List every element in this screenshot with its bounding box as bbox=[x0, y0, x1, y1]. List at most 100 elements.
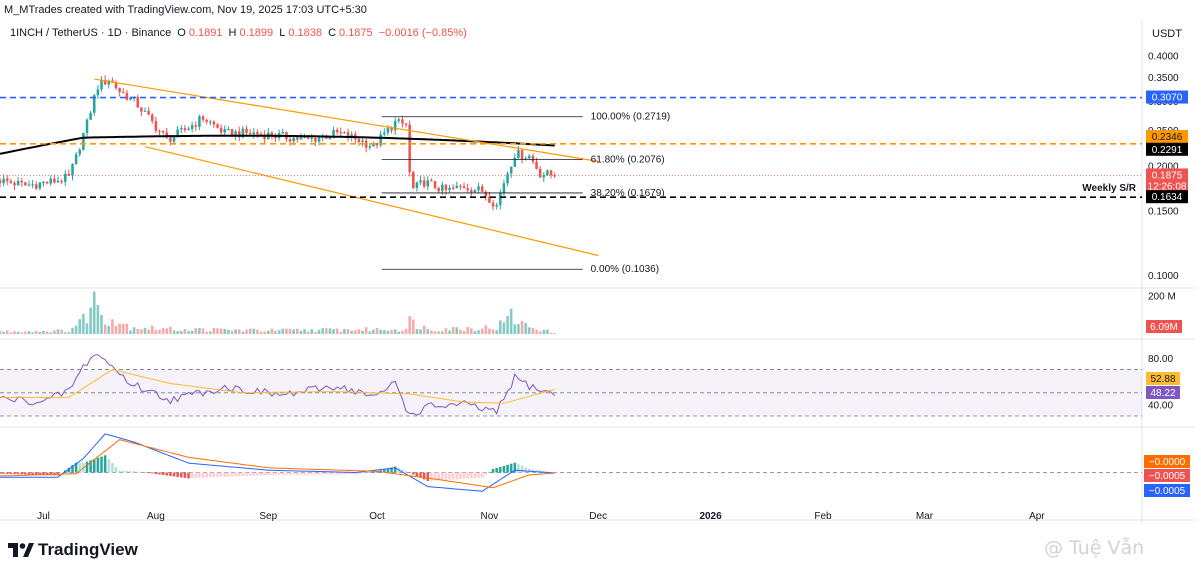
volume-bar bbox=[103, 324, 107, 334]
macd-histogram-bar bbox=[404, 471, 408, 473]
candle-body bbox=[531, 155, 535, 162]
volume-bar bbox=[379, 329, 382, 334]
candle-body bbox=[296, 137, 299, 140]
volume-bar bbox=[111, 319, 114, 334]
volume-bar bbox=[114, 325, 118, 334]
candle-body bbox=[252, 132, 256, 135]
volume-bar bbox=[408, 316, 411, 334]
macd-tag-text: −0.0005 bbox=[1149, 471, 1186, 482]
macd-histogram-bar bbox=[535, 469, 538, 473]
macd-histogram-bar bbox=[230, 472, 234, 477]
volume-bar bbox=[216, 328, 219, 334]
candle-body bbox=[136, 96, 140, 108]
volume-bar bbox=[390, 329, 393, 334]
candle-body bbox=[419, 180, 422, 183]
candle-body bbox=[223, 129, 227, 133]
macd-histogram-bar bbox=[386, 468, 390, 473]
volume-bar bbox=[267, 330, 270, 334]
volume-bar bbox=[274, 330, 277, 334]
candle-body bbox=[60, 180, 63, 182]
price-tag-text: 0.1875 bbox=[1152, 170, 1183, 181]
time-axis-tick: Jul bbox=[37, 511, 50, 522]
channel-lower-line[interactable] bbox=[144, 146, 599, 257]
macd-histogram-bar bbox=[499, 466, 502, 473]
candle-body bbox=[103, 79, 107, 85]
macd-histogram-bar bbox=[314, 472, 317, 475]
macd-histogram-bar bbox=[136, 471, 140, 473]
candle-body bbox=[506, 173, 509, 184]
macd-histogram-bar bbox=[372, 471, 375, 473]
symbol-name[interactable]: 1INCH / TetherUS · 1D · Binance bbox=[10, 27, 172, 39]
macd-histogram-bar bbox=[140, 472, 143, 473]
candle-body bbox=[368, 146, 372, 148]
currency-label[interactable]: USDT bbox=[1152, 28, 1182, 40]
macd-histogram-bar bbox=[161, 472, 165, 476]
volume-bar bbox=[24, 331, 27, 334]
candle-body bbox=[517, 150, 520, 158]
volume-bar bbox=[477, 330, 480, 334]
volume-bar bbox=[462, 330, 466, 334]
macd-histogram-bar bbox=[549, 471, 553, 473]
candle-body bbox=[426, 180, 430, 187]
candle-body bbox=[538, 168, 542, 178]
channel-upper-line[interactable] bbox=[94, 78, 599, 162]
candle-body bbox=[317, 137, 321, 142]
candle-body bbox=[437, 188, 440, 192]
macd-histogram-bar bbox=[542, 470, 546, 473]
candle-body bbox=[375, 143, 379, 146]
macd-histogram-bar bbox=[466, 472, 469, 479]
candle-body bbox=[274, 136, 277, 139]
volume-bar bbox=[538, 331, 542, 334]
candle-body bbox=[477, 186, 480, 191]
symbol-legend: 1INCH / TetherUS · 1D · Binance O 0.1891 … bbox=[10, 27, 467, 39]
candle-body bbox=[528, 155, 531, 159]
macd-histogram-bar bbox=[85, 461, 89, 473]
candle-body bbox=[455, 185, 459, 189]
volume-bar bbox=[223, 329, 227, 334]
candle-body bbox=[158, 130, 161, 132]
macd-histogram-bar bbox=[288, 472, 292, 475]
volume-bar bbox=[56, 329, 60, 334]
macd-tag bbox=[1144, 469, 1190, 482]
candle-body bbox=[372, 143, 375, 147]
candle-body bbox=[328, 136, 332, 139]
volume-bar bbox=[437, 331, 440, 334]
volume-bar bbox=[306, 331, 310, 334]
macd-histogram-bar bbox=[180, 472, 183, 478]
macd-histogram-bar bbox=[2, 472, 5, 474]
macd-histogram-bar bbox=[234, 472, 237, 477]
volume-bar bbox=[328, 328, 332, 334]
volume-bar bbox=[125, 323, 129, 334]
macd-histogram-bar bbox=[491, 469, 495, 473]
candle-body bbox=[5, 178, 9, 182]
volume-bar bbox=[314, 332, 317, 334]
macd-histogram-bar bbox=[328, 472, 332, 475]
volume-bar bbox=[549, 332, 553, 334]
candle-body bbox=[448, 187, 451, 191]
volume-bar bbox=[509, 308, 513, 334]
macd-histogram-bar bbox=[488, 471, 491, 473]
tradingview-logo[interactable]: TradingView bbox=[8, 540, 138, 560]
volume-bar bbox=[422, 325, 426, 334]
candle-body bbox=[379, 134, 382, 146]
volume-bar bbox=[107, 325, 111, 334]
candle-body bbox=[169, 137, 172, 142]
macd-histogram-bar bbox=[306, 472, 310, 475]
volume-bar bbox=[158, 329, 161, 334]
macd-histogram-bar bbox=[100, 456, 103, 473]
macd-histogram-bar bbox=[364, 472, 368, 474]
candle-body bbox=[335, 129, 339, 133]
macd-histogram-bar bbox=[183, 472, 187, 478]
macd-histogram-bar bbox=[277, 472, 281, 475]
volume-bar bbox=[49, 332, 53, 334]
macd-histogram-bar bbox=[390, 467, 393, 473]
macd-histogram-bar bbox=[9, 472, 13, 475]
macd-histogram-bar bbox=[321, 472, 324, 475]
fib-level-label: 38.20% (0.1679) bbox=[591, 188, 665, 199]
macd-histogram-bar bbox=[267, 472, 270, 475]
candle-body bbox=[433, 181, 437, 189]
macd-histogram-bar bbox=[517, 464, 520, 473]
price-tag bbox=[1146, 168, 1188, 193]
macd-histogram-bar bbox=[383, 469, 386, 473]
